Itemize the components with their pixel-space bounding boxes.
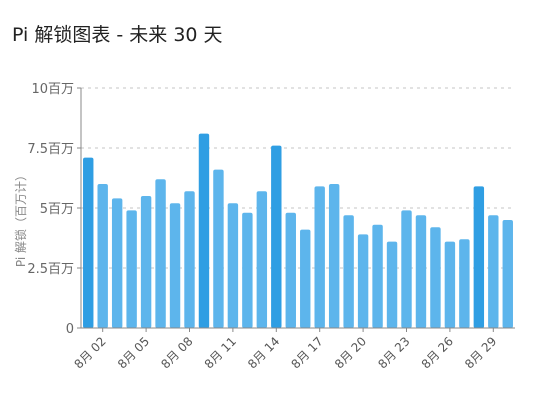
bars xyxy=(83,133,513,328)
y-tick-label: 10百万 xyxy=(31,82,74,97)
bar[interactable] xyxy=(357,234,369,328)
bar[interactable] xyxy=(169,203,181,328)
x-tick-label: 8月 05 xyxy=(115,334,152,371)
bar[interactable] xyxy=(401,210,412,328)
y-ticks: 0 2.5百万 5百万 7.5百万 10百万 xyxy=(27,82,81,337)
bar[interactable] xyxy=(430,227,441,328)
x-tick-label: 8月 02 xyxy=(72,334,109,371)
bar[interactable] xyxy=(314,186,325,328)
y-tick-label: 5百万 xyxy=(40,202,74,217)
bar[interactable] xyxy=(198,133,210,328)
bar[interactable] xyxy=(242,212,253,328)
y-tick-label: 0 xyxy=(66,322,74,337)
bar[interactable] xyxy=(473,186,485,328)
y-axis-label: Pi 解锁（百万计） xyxy=(13,169,28,267)
x-tick-label: 8月 26 xyxy=(419,334,456,371)
x-ticks: 8月 02 8月 05 8月 08 8月 11 8月 14 8月 17 8月 20 8月 23… xyxy=(72,328,499,372)
bar[interactable] xyxy=(271,145,282,328)
bar[interactable] xyxy=(83,157,94,328)
x-tick-label: 8月 14 xyxy=(245,334,282,371)
bar[interactable] xyxy=(213,169,224,328)
bar[interactable] xyxy=(343,215,354,328)
bar[interactable] xyxy=(97,184,108,328)
bar[interactable] xyxy=(111,198,123,328)
y-tick-label: 7.5百万 xyxy=(27,142,74,157)
bar[interactable] xyxy=(444,241,456,328)
bar[interactable] xyxy=(328,184,340,328)
bar[interactable] xyxy=(459,239,470,328)
bar[interactable] xyxy=(227,203,239,328)
bar[interactable] xyxy=(502,220,513,328)
x-tick-label: 8月 23 xyxy=(375,334,412,371)
x-tick-label: 8月 17 xyxy=(289,334,326,371)
bar[interactable] xyxy=(488,215,499,328)
bar[interactable] xyxy=(372,224,383,328)
bar[interactable] xyxy=(155,179,166,328)
bar[interactable] xyxy=(256,191,268,328)
bar[interactable] xyxy=(386,241,398,328)
bar[interactable] xyxy=(184,191,195,328)
x-tick-label: 8月 20 xyxy=(332,334,369,371)
x-tick-label: 8月 29 xyxy=(462,334,499,371)
bar[interactable] xyxy=(415,215,427,328)
chart-title: Pi 解锁图表 - 未来 30 天 xyxy=(12,24,223,46)
x-tick-label: 8月 08 xyxy=(158,334,195,371)
bar[interactable] xyxy=(140,196,152,328)
bar[interactable] xyxy=(126,210,137,328)
bar[interactable] xyxy=(285,212,296,328)
gridlines xyxy=(81,87,515,269)
x-tick-label: 8月 11 xyxy=(202,334,239,371)
y-tick-label: 2.5百万 xyxy=(27,262,74,277)
bar[interactable] xyxy=(300,229,311,328)
